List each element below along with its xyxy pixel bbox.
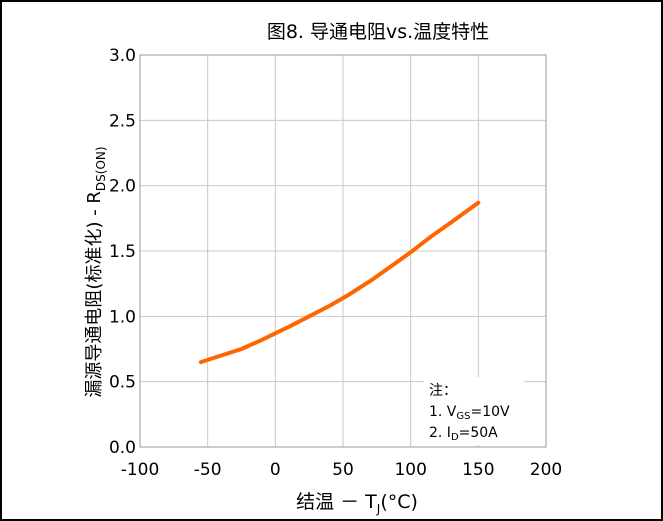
- x-tick-label: -100: [121, 460, 160, 480]
- x-tick-label: 150: [462, 460, 494, 480]
- note-line-2: 2. ID=50A: [429, 425, 498, 443]
- x-tick-label: 100: [394, 460, 426, 480]
- chart-title: 图8. 导通电阻vs.温度特性: [267, 21, 489, 43]
- y-tick-labels: 0.0 0.5 1.0 1.5 2.0 2.5 3.0: [109, 46, 136, 458]
- y-tick-label: 2.5: [109, 111, 136, 131]
- y-tick-label: 3.0: [109, 46, 136, 66]
- x-tick-labels: -100 -50 0 50 100 150 200: [121, 460, 563, 480]
- y-axis-label: 漏源导通电阻(标准化) - RDS(ON): [84, 146, 108, 397]
- y-tick-label: 1.0: [109, 307, 136, 327]
- note-box: 注： 1. VGS=10V 2. ID=50A: [424, 377, 524, 445]
- y-tick-label: 0.0: [109, 438, 136, 458]
- note-line-1: 1. VGS=10V: [429, 404, 510, 422]
- x-tick-label: 50: [332, 460, 354, 480]
- y-tick-label: 2.0: [109, 177, 136, 197]
- y-tick-label: 0.5: [109, 373, 136, 393]
- series-line: [198, 200, 481, 365]
- series-group: [198, 200, 481, 365]
- x-tick-label: 200: [530, 460, 562, 480]
- plot-area: [139, 54, 547, 448]
- x-tick-label: -50: [194, 460, 222, 480]
- x-axis-label: 结温 － TJ(°C): [296, 491, 418, 516]
- note-background: [424, 377, 524, 445]
- note-title: 注：: [429, 383, 457, 399]
- x-tick-label: 0: [270, 460, 281, 480]
- y-tick-label: 1.5: [109, 242, 136, 262]
